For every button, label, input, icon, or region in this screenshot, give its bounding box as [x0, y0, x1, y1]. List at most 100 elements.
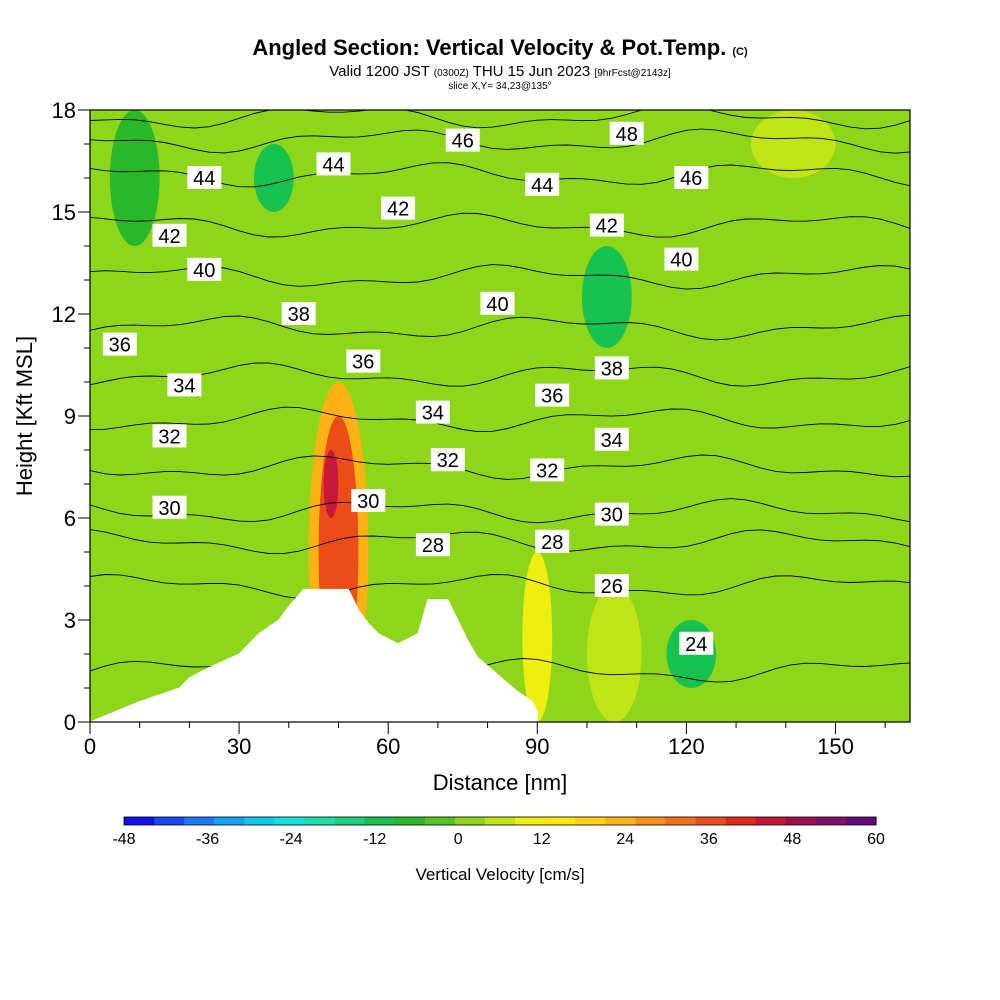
- contour-label: 42: [381, 196, 416, 221]
- contour-theta-32: [90, 454, 910, 480]
- colorbar-tick-label: 24: [616, 831, 634, 848]
- colorbar-tick-label: -48: [112, 831, 135, 848]
- velocity-cell: [522, 552, 553, 722]
- contour-label-box: [525, 172, 560, 196]
- contour-label-text: 32: [536, 460, 558, 482]
- contour-label: 38: [281, 302, 316, 326]
- contour-label-text: 38: [288, 304, 310, 326]
- contour-label-text: 42: [387, 199, 409, 221]
- colorbar-swatch: [154, 817, 185, 825]
- theta-contours: [90, 110, 910, 684]
- contour-label-box: [679, 631, 714, 655]
- contour-label: 42: [589, 213, 624, 238]
- contour-label-text: 32: [437, 450, 459, 472]
- contour-label: 34: [415, 400, 450, 425]
- contour-label: 36: [346, 349, 381, 374]
- chart-title-block: Angled Section: Vertical Velocity & Pot.…: [0, 36, 1000, 93]
- contour-label: 36: [535, 383, 570, 408]
- colorbar-swatch: [635, 817, 667, 825]
- plot-area: 44 44 46 48 44 46 42 42 42 40 40 40 38 38 36 36 36 34 34 34…: [89, 109, 911, 723]
- valid-date: THU 15 Jun 2023: [472, 63, 591, 80]
- colorbar-swatch: [394, 817, 426, 825]
- contour-label-box: [281, 302, 316, 325]
- contour-label-box: [664, 247, 699, 271]
- contour-label-box: [430, 448, 465, 472]
- contour-label: 32: [152, 424, 187, 448]
- contour-label-box: [535, 383, 570, 407]
- contour-label-text: 34: [601, 430, 623, 452]
- contour-label: 30: [152, 495, 187, 520]
- contour-label-text: 26: [601, 576, 623, 598]
- valid-time: Valid 1200 JST (0300Z) THU 15 Jun 2023 […: [0, 64, 1000, 81]
- contour-label-box: [152, 424, 187, 448]
- colorbar-tick-label: 0: [454, 831, 463, 848]
- contour-label-text: 40: [193, 260, 215, 282]
- contour-label-box: [152, 495, 187, 519]
- y-tick-label: 0: [64, 710, 76, 735]
- contour-label-text: 40: [486, 294, 508, 316]
- contour-label-box: [594, 356, 629, 380]
- contour-label-box: [594, 427, 629, 451]
- y-tick-label: 9: [64, 404, 76, 429]
- colorbar-swatch: [605, 817, 636, 825]
- contour-label-text: 40: [670, 250, 692, 272]
- x-tick-label: 30: [227, 734, 251, 759]
- colorbar-swatch: [485, 817, 516, 825]
- contour-label-box: [480, 291, 515, 315]
- colorbar-swatch: [274, 817, 306, 825]
- contour-label: 34: [594, 427, 629, 452]
- colorbar-swatch: [725, 817, 757, 825]
- contour-theta-46: [90, 128, 910, 154]
- contour-label-box: [674, 166, 709, 189]
- contour-label: 46: [674, 166, 709, 190]
- y-axis-label: Height [Kft MSL]: [12, 336, 37, 496]
- contour-theta-38: [90, 314, 910, 341]
- contour-label-box: [609, 121, 644, 145]
- contour-label-box: [594, 502, 629, 526]
- contour-label-text: 30: [601, 505, 623, 527]
- colorbar-swatch: [695, 817, 727, 825]
- contour-theta-26: [90, 574, 910, 599]
- contour-label-box: [589, 213, 624, 237]
- colorbar-swatch: [244, 817, 275, 825]
- velocity-cell: [109, 110, 160, 246]
- colorbar-swatch: [575, 817, 606, 825]
- contour-label-box: [351, 489, 386, 512]
- contour-label-text: 36: [541, 386, 563, 408]
- contour-label: 42: [152, 223, 187, 248]
- velocity-cell: [750, 110, 836, 178]
- contour-label-text: 46: [452, 131, 474, 153]
- x-tick-label: 120: [668, 734, 705, 759]
- valid-prefix: Valid 1200 JST: [329, 63, 430, 80]
- contour-label: 32: [430, 448, 465, 472]
- contour-label: 40: [664, 247, 699, 272]
- contour-label: 26: [594, 574, 629, 598]
- contour-label: 48: [609, 121, 644, 146]
- colorbar-swatch: [214, 817, 245, 825]
- contour-label-text: 48: [616, 124, 638, 146]
- contour-label-text: 42: [158, 226, 180, 248]
- colorbar-swatch: [184, 817, 215, 825]
- contour-label-box: [594, 574, 629, 597]
- contour-label-text: 42: [596, 216, 618, 238]
- colorbar-swatch: [304, 817, 336, 825]
- contour-label-text: 28: [541, 532, 563, 554]
- valid-fcst: [9hrFcst@2143z]: [594, 68, 671, 79]
- y-tick-label: 6: [64, 506, 76, 531]
- y-tick-label: 18: [52, 98, 76, 123]
- contour-label-box: [102, 332, 137, 356]
- contour-labels: 44 44 46 48 44 46 42 42 42 40 40 40 38 38 36 36 36 34 34 34…: [102, 121, 714, 656]
- x-tick-label: 90: [525, 734, 549, 759]
- contour-label: 46: [445, 128, 480, 153]
- x-tick-label: 60: [376, 734, 400, 759]
- colorbar-swatch: [515, 817, 546, 825]
- contour-label: 36: [102, 332, 137, 357]
- contour-label-text: 34: [422, 403, 444, 425]
- contour-label-box: [346, 349, 381, 373]
- contour-theta-36: [90, 362, 910, 387]
- colorbar-swatch: [785, 817, 817, 825]
- contour-label-box: [445, 128, 480, 152]
- colorbar-tick-label: -24: [280, 831, 303, 848]
